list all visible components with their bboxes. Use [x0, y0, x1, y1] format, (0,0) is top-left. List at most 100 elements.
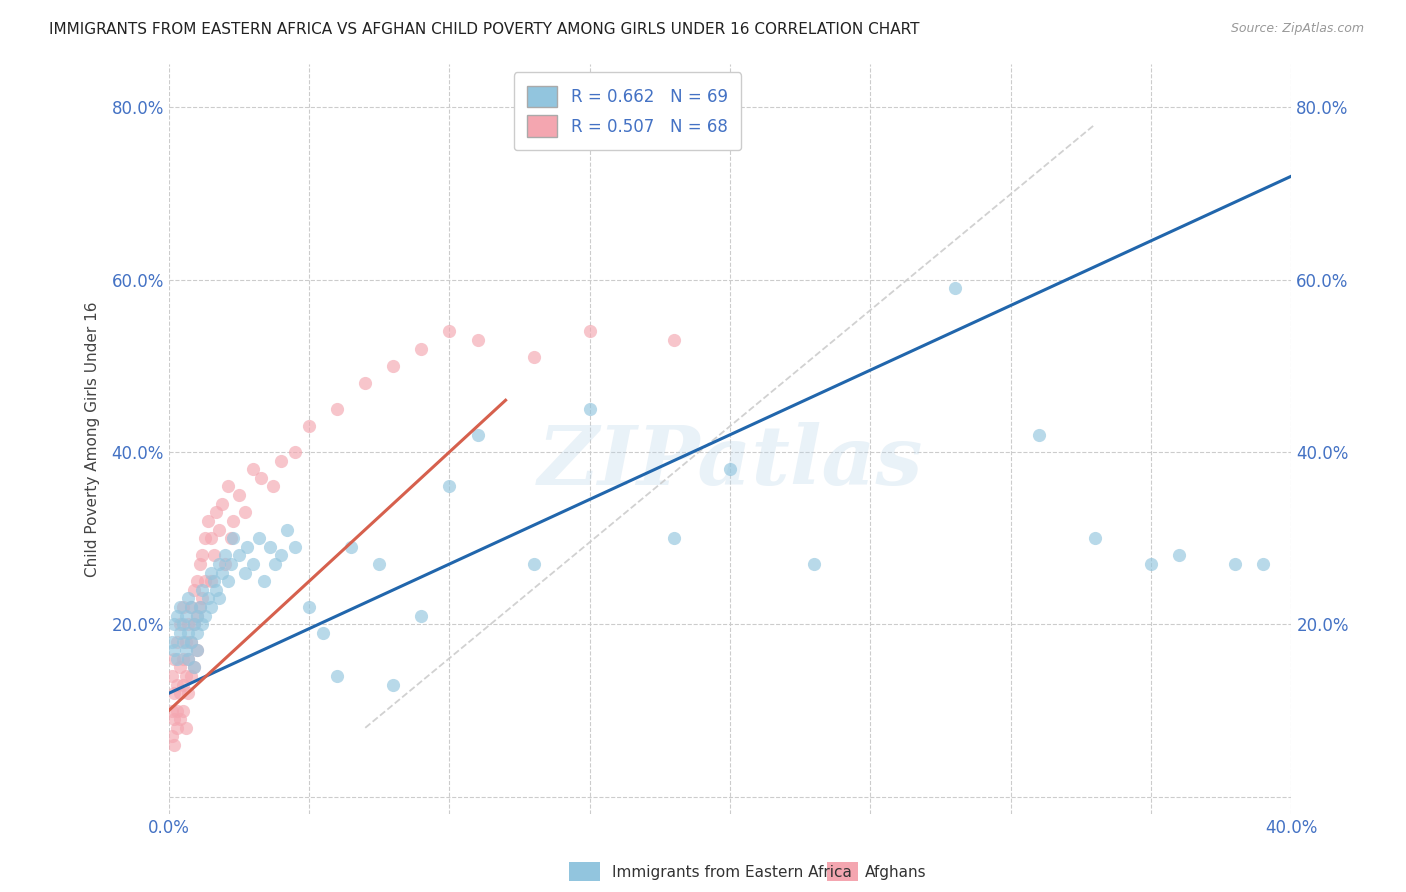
Point	[250, 471, 273, 485]
Point	[172, 704, 194, 718]
Point	[312, 626, 335, 640]
Point	[180, 634, 202, 648]
Point	[197, 514, 219, 528]
Text: Source: ZipAtlas.com: Source: ZipAtlas.com	[1230, 22, 1364, 36]
Point	[205, 582, 228, 597]
Point	[803, 557, 825, 571]
Point	[172, 600, 194, 615]
Point	[180, 600, 202, 615]
Point	[166, 652, 188, 666]
Point	[467, 427, 489, 442]
Point	[200, 574, 222, 589]
Point	[166, 721, 188, 735]
Point	[214, 549, 236, 563]
Point	[177, 626, 200, 640]
Point	[228, 549, 250, 563]
Point	[217, 574, 239, 589]
Point	[439, 479, 461, 493]
Point	[180, 600, 202, 615]
Point	[163, 712, 186, 726]
Point	[340, 540, 363, 554]
Point	[202, 549, 225, 563]
Point	[1168, 549, 1191, 563]
Point	[439, 324, 461, 338]
Text: Immigrants from Eastern Africa: Immigrants from Eastern Africa	[612, 865, 852, 880]
Point	[188, 557, 211, 571]
Point	[183, 660, 205, 674]
Point	[276, 523, 298, 537]
Point	[662, 531, 685, 545]
Point	[180, 669, 202, 683]
Point	[197, 591, 219, 606]
Point	[166, 678, 188, 692]
Legend: R = 0.662   N = 69, R = 0.507   N = 68: R = 0.662 N = 69, R = 0.507 N = 68	[515, 72, 741, 150]
Point	[169, 686, 191, 700]
Point	[160, 704, 183, 718]
Point	[242, 462, 264, 476]
Point	[169, 600, 191, 615]
Point	[166, 634, 188, 648]
Point	[186, 626, 208, 640]
Point	[200, 566, 222, 580]
Point	[169, 617, 191, 632]
Point	[247, 531, 270, 545]
Point	[943, 281, 966, 295]
Point	[382, 678, 405, 692]
Point	[183, 617, 205, 632]
Y-axis label: Child Poverty Among Girls Under 16: Child Poverty Among Girls Under 16	[86, 301, 100, 577]
Point	[160, 634, 183, 648]
Point	[200, 531, 222, 545]
Point	[411, 608, 433, 623]
Point	[219, 531, 242, 545]
Point	[172, 652, 194, 666]
Point	[208, 557, 231, 571]
Point	[1253, 557, 1275, 571]
Point	[326, 401, 349, 416]
Point	[160, 730, 183, 744]
Point	[166, 608, 188, 623]
Point	[160, 669, 183, 683]
Point	[177, 686, 200, 700]
Point	[191, 617, 214, 632]
Point	[186, 643, 208, 657]
Point	[253, 574, 276, 589]
Point	[205, 505, 228, 519]
Point	[284, 540, 307, 554]
Point	[194, 608, 217, 623]
Point	[368, 557, 391, 571]
Point	[174, 634, 197, 648]
Point	[194, 574, 217, 589]
Point	[578, 324, 600, 338]
Point	[169, 660, 191, 674]
Point	[183, 617, 205, 632]
Point	[174, 643, 197, 657]
Point	[523, 350, 546, 364]
Point	[467, 333, 489, 347]
Point	[523, 557, 546, 571]
Point	[298, 419, 321, 434]
Text: IMMIGRANTS FROM EASTERN AFRICA VS AFGHAN CHILD POVERTY AMONG GIRLS UNDER 16 CORR: IMMIGRANTS FROM EASTERN AFRICA VS AFGHAN…	[49, 22, 920, 37]
Point	[211, 566, 233, 580]
Point	[163, 686, 186, 700]
Point	[174, 721, 197, 735]
Point	[191, 582, 214, 597]
Point	[1084, 531, 1107, 545]
Point	[1225, 557, 1247, 571]
Point	[188, 600, 211, 615]
Point	[163, 652, 186, 666]
Point	[180, 634, 202, 648]
Point	[183, 660, 205, 674]
Point	[194, 531, 217, 545]
Point	[163, 738, 186, 752]
Point	[259, 540, 281, 554]
Point	[298, 600, 321, 615]
Text: ZIPatlas: ZIPatlas	[537, 422, 922, 501]
Point	[186, 608, 208, 623]
Point	[174, 608, 197, 623]
Point	[172, 634, 194, 648]
Point	[191, 549, 214, 563]
Point	[208, 523, 231, 537]
Point	[177, 617, 200, 632]
Point	[174, 669, 197, 683]
Point	[236, 540, 259, 554]
